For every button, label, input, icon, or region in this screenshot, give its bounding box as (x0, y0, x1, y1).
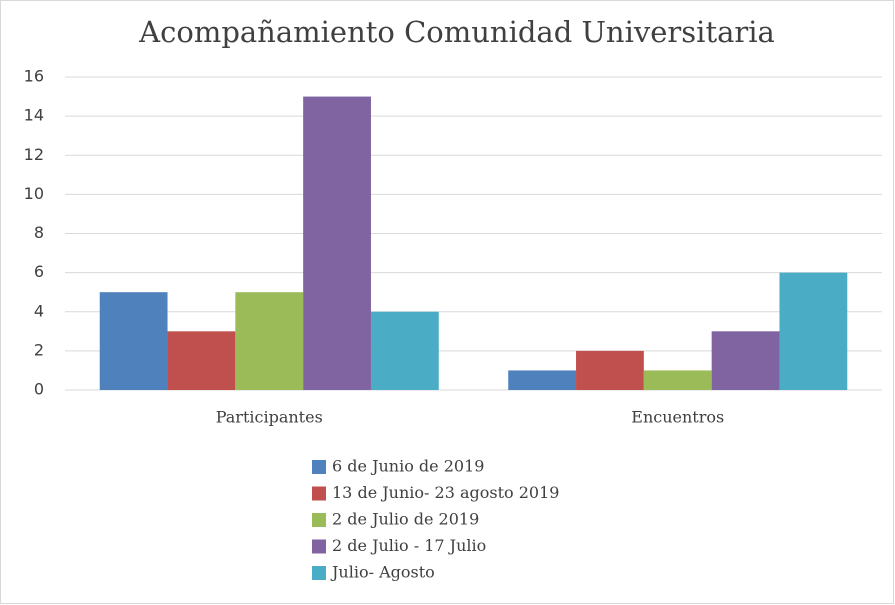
y-tick-label: 16 (24, 67, 44, 86)
bar (711, 331, 780, 390)
legend-swatch (312, 566, 326, 580)
y-tick-label: 0 (34, 380, 44, 399)
y-tick-label: 12 (24, 145, 44, 164)
legend-label: 13 de Junio- 23 agosto 2019 (332, 483, 559, 502)
legend-label: Julio- Agosto (330, 563, 435, 582)
bar (779, 272, 848, 390)
legend-label: 2 de Julio - 17 Julio (332, 536, 486, 555)
bar (576, 350, 644, 390)
y-tick-label: 2 (34, 340, 44, 359)
bar (235, 292, 304, 390)
chart-title: Acompañamiento Comunidad Universitaria (138, 15, 775, 49)
legend-swatch (312, 539, 326, 554)
y-tick-label: 6 (34, 262, 44, 281)
y-tick-label: 10 (24, 184, 44, 203)
legend-swatch (312, 513, 326, 527)
bar (167, 331, 236, 390)
x-tick-label: Participantes (216, 408, 323, 427)
bar (99, 292, 168, 390)
x-tick-label: Encuentros (631, 408, 724, 427)
y-tick-label: 14 (24, 106, 44, 125)
y-tick-label: 4 (34, 301, 44, 320)
legend-label: 6 de Junio de 2019 (332, 457, 484, 476)
y-tick-label: 8 (34, 223, 44, 242)
bar (303, 96, 371, 390)
bar (508, 370, 577, 390)
legend-swatch (312, 460, 326, 474)
bar (370, 311, 439, 390)
legend-swatch (312, 486, 326, 501)
legend-label: 2 de Julio de 2019 (332, 510, 479, 529)
bar (643, 370, 712, 390)
